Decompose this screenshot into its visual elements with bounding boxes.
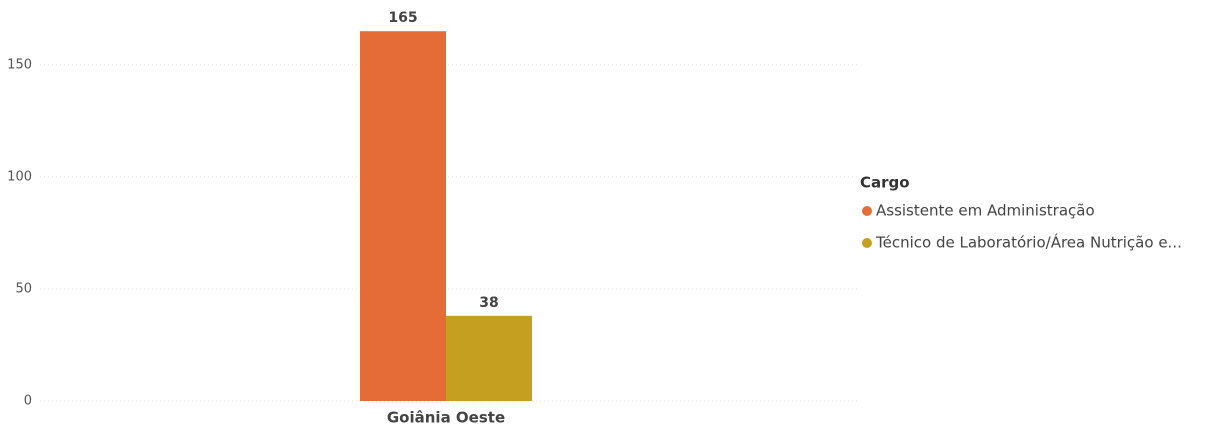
y-tick-label: 50 bbox=[15, 281, 32, 296]
legend-marker bbox=[862, 206, 872, 216]
data-label: 165 bbox=[388, 10, 417, 26]
x-tick-label: Goiânia Oeste bbox=[387, 409, 505, 427]
legend-marker bbox=[862, 238, 872, 248]
bar bbox=[446, 315, 532, 401]
legend-title: Cargo bbox=[860, 174, 910, 192]
bar bbox=[360, 31, 446, 402]
y-tick-label: 150 bbox=[7, 57, 32, 72]
data-label: 38 bbox=[479, 295, 498, 311]
legend-label: Assistente em Administração bbox=[876, 202, 1095, 220]
y-tick-label: 100 bbox=[7, 169, 32, 184]
y-tick-label: 0 bbox=[24, 394, 32, 409]
legend-label: Técnico de Laboratório/Área Nutrição e..… bbox=[875, 233, 1182, 252]
